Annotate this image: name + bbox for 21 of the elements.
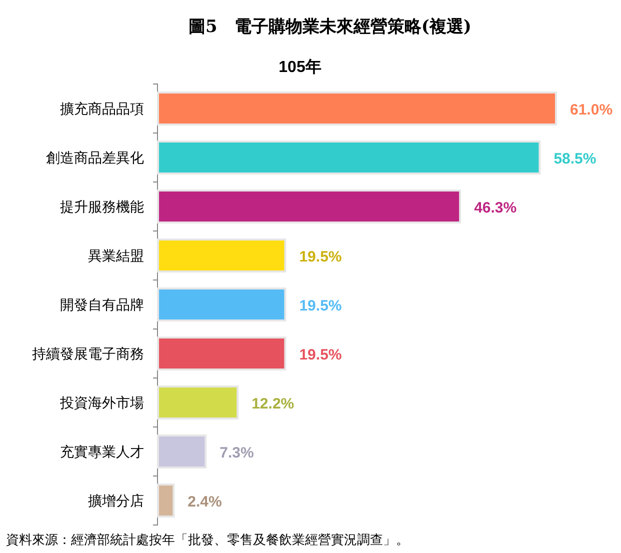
y-tick-label: 持續發展電子商務: [32, 346, 144, 362]
data-label: 46.3%: [474, 200, 517, 216]
data-label: 19.5%: [299, 248, 342, 266]
data-label: 19.5%: [299, 298, 342, 314]
y-tick-label: 投資海外市場: [59, 396, 144, 412]
data-label: 61.0%: [570, 102, 613, 118]
chart-title: 圖5 電子購物業未來經營策略(複選): [188, 17, 472, 37]
chart-subtitle: 105年: [278, 58, 322, 76]
y-tick-label: 擴充商品品項: [60, 102, 144, 118]
y-tick-label: 充實專業人才: [60, 444, 144, 460]
y-tick-label: 提升服務機能: [60, 200, 144, 216]
data-label: 7.3%: [220, 444, 254, 462]
data-label: 12.2%: [252, 396, 294, 412]
y-tick-label: 創造商品差異化: [46, 150, 144, 166]
data-label: 2.4%: [188, 494, 222, 510]
data-label: 19.5%: [299, 346, 342, 364]
y-tick-label: 異業結盟: [88, 248, 144, 264]
data-label: 58.5%: [554, 150, 596, 168]
y-tick-label: 擴增分店: [88, 494, 144, 510]
y-tick-label: 開發自有品牌: [60, 298, 144, 314]
source-note: 資料來源：經濟部統計處按年「批發、零售及餐飲業經營實況調查」。: [6, 533, 409, 548]
